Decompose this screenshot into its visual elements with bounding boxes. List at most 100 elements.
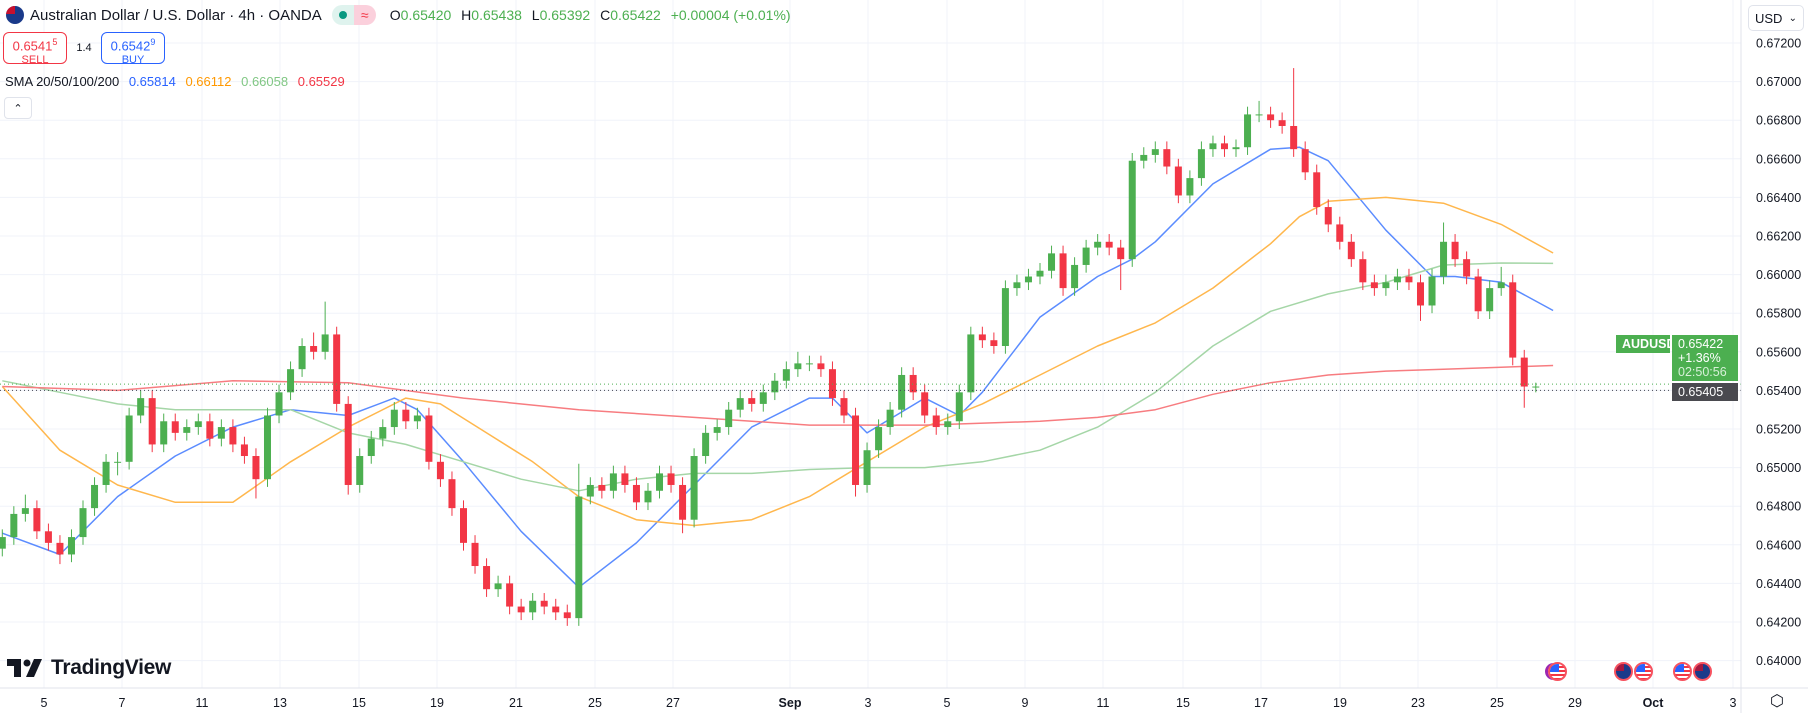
sma-legend[interactable]: SMA 20/50/100/200 0.65814 0.66112 0.6605… (5, 74, 351, 89)
au-event-flag-icon[interactable] (1614, 662, 1633, 681)
price-tick-label: 0.66200 (1756, 230, 1801, 244)
candle (321, 301, 329, 360)
us-event-flag-icon[interactable] (1548, 662, 1567, 681)
us-event-flag-icon[interactable] (1634, 662, 1653, 681)
candle (955, 384, 963, 429)
candle (1336, 216, 1344, 250)
candle-body (782, 369, 790, 381)
candle-body (817, 363, 825, 370)
candle (759, 384, 767, 412)
candle (944, 413, 952, 435)
candle-body (1474, 276, 1482, 312)
time-tick-label: Sep (779, 696, 802, 710)
candle-body (1048, 253, 1056, 271)
last-price-label: 0.65422 +1.36% 02:50:56 (1672, 335, 1738, 381)
buy-button[interactable]: 0.65429 BUY (101, 32, 165, 66)
candle (436, 454, 444, 487)
time-tick-label: 3 (1730, 696, 1737, 710)
high-value: 0.65438 (471, 7, 522, 23)
candle (725, 401, 733, 435)
time-tick-label: 23 (1411, 696, 1425, 710)
candle-body (137, 398, 145, 416)
settings-icon[interactable]: ⬡ (1770, 693, 1784, 710)
au-event-flag-icon[interactable] (1693, 662, 1712, 681)
candle (1024, 268, 1032, 291)
collapse-legend-button[interactable]: ⌃ (4, 97, 32, 119)
symbol-header: Australian Dollar / U.S. Dollar · 4h · O… (6, 5, 797, 25)
candle-body (413, 415, 421, 422)
candle (540, 593, 548, 615)
candle (1232, 139, 1240, 157)
candle (1174, 158, 1182, 204)
time-tick-label: 9 (1022, 696, 1029, 710)
sell-button[interactable]: 0.65415 SELL (3, 32, 67, 66)
time-tick-label: 3 (865, 696, 872, 710)
candle-body (921, 392, 929, 416)
candle (229, 419, 237, 453)
candle (713, 419, 721, 441)
candle-body (1301, 149, 1309, 173)
candle (125, 407, 133, 470)
candle (1520, 349, 1528, 408)
market-status[interactable]: ≈ (331, 5, 376, 25)
candle (33, 500, 41, 540)
candle (252, 448, 260, 499)
candle (679, 477, 687, 534)
candle (1359, 251, 1367, 291)
candle (805, 355, 813, 372)
candle-body (944, 421, 952, 428)
candle-body (736, 398, 744, 410)
candle (494, 575, 502, 597)
indicator-name: SMA 20/50/100/200 (5, 74, 120, 89)
aud-usd-flag-icon (6, 6, 24, 24)
symbol-title[interactable]: Australian Dollar / U.S. Dollar · 4h · O… (30, 6, 322, 24)
candle (886, 401, 894, 435)
candle-body (713, 427, 721, 433)
price-tick-label: 0.65200 (1756, 423, 1801, 437)
candle-body (67, 537, 75, 555)
candle-body (598, 484, 606, 491)
candle (148, 390, 156, 453)
candle (1151, 141, 1159, 163)
candle (1197, 141, 1205, 186)
candle-body (609, 473, 617, 491)
candle (287, 361, 295, 401)
candle (160, 413, 168, 453)
price-tick-label: 0.64000 (1756, 654, 1801, 668)
sell-price-pip: 5 (52, 37, 58, 47)
us-event-flag-icon[interactable] (1673, 662, 1692, 681)
price-lines (0, 383, 1741, 391)
candle (333, 326, 341, 412)
candle-body (1440, 241, 1448, 277)
candle (828, 361, 836, 406)
candle (517, 598, 525, 621)
candle-body (460, 508, 467, 543)
candle (344, 396, 352, 495)
ohlc-values: O0.65420 H0.65438 L0.65392 C0.65422 +0.0… (390, 7, 797, 23)
candle (978, 326, 986, 348)
candle-body (852, 415, 860, 485)
candle (817, 355, 825, 377)
sma200-line (2, 364, 1554, 426)
candle-body (1509, 282, 1517, 358)
tradingview-logo[interactable]: TradingView (7, 656, 171, 680)
candle (1290, 68, 1298, 157)
time-tick-label: Oct (1643, 696, 1665, 710)
candle (263, 407, 271, 487)
candle (1186, 170, 1194, 204)
price-axis[interactable]: 0.67200 0.67000 0.66800 0.66600 0.66400 0.662… (1756, 37, 1801, 669)
time-tick-label: 17 (1254, 696, 1268, 710)
candle-body (1013, 282, 1021, 289)
candle (609, 465, 617, 499)
candle-body (1428, 276, 1436, 306)
candle (794, 351, 802, 377)
candle (402, 401, 410, 429)
candle (1140, 147, 1148, 169)
currency-select[interactable]: USD ⌄ (1748, 5, 1804, 31)
candle-body (771, 380, 779, 393)
candle-body (1313, 172, 1321, 208)
candle (1094, 234, 1102, 256)
time-axis[interactable]: 5 7 11 13 15 19 21 25 27 Sep 3 5 9 11 15 17 19 23 25 29 Oct 3 (41, 696, 1737, 710)
candle-body (1117, 247, 1125, 260)
